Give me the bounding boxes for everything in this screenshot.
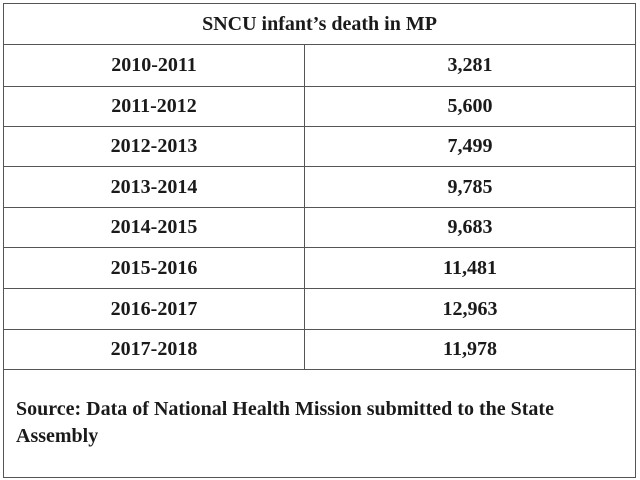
table-row: 2017-2018 11,978 xyxy=(4,330,635,370)
year-cell: 2011-2012 xyxy=(4,87,305,126)
table-row: 2015-2016 11,481 xyxy=(4,248,635,289)
value-cell: 5,600 xyxy=(447,95,493,117)
table-title: SNCU infant’s death in MP xyxy=(4,4,635,45)
data-table: SNCU infant’s death in MP 2010-2011 3,281… xyxy=(3,3,636,478)
table-row: 2011-2012 5,600 xyxy=(4,87,635,127)
value-cell: 11,978 xyxy=(443,338,497,360)
value-cell: 12,963 xyxy=(442,297,498,320)
value-cell: 7,499 xyxy=(447,135,493,157)
table-row: 2010-2011 3,281 xyxy=(4,44,635,87)
table-row: 2012-2013 7,499 xyxy=(4,127,635,167)
value-cell: 9,785 xyxy=(447,175,493,198)
year-cell: 2012-2013 xyxy=(4,127,305,166)
source-note: Source: Data of National Health Mission … xyxy=(16,398,554,447)
table-row: 2016-2017 12,963 xyxy=(4,289,635,330)
year-cell: 2015-2016 xyxy=(4,248,305,288)
year-cell: 2016-2017 xyxy=(4,289,305,329)
year-cell: 2010-2011 xyxy=(4,44,305,86)
value-cell: 3,281 xyxy=(447,53,493,76)
value-cell: 11,481 xyxy=(443,256,497,279)
table-row: 2014-2015 9,683 xyxy=(4,208,635,248)
year-cell: 2014-2015 xyxy=(4,208,305,247)
year-cell: 2013-2014 xyxy=(4,167,305,207)
year-cell: 2017-2018 xyxy=(4,330,305,369)
value-cell: 9,683 xyxy=(447,216,493,238)
table-row: 2013-2014 9,785 xyxy=(4,167,635,208)
